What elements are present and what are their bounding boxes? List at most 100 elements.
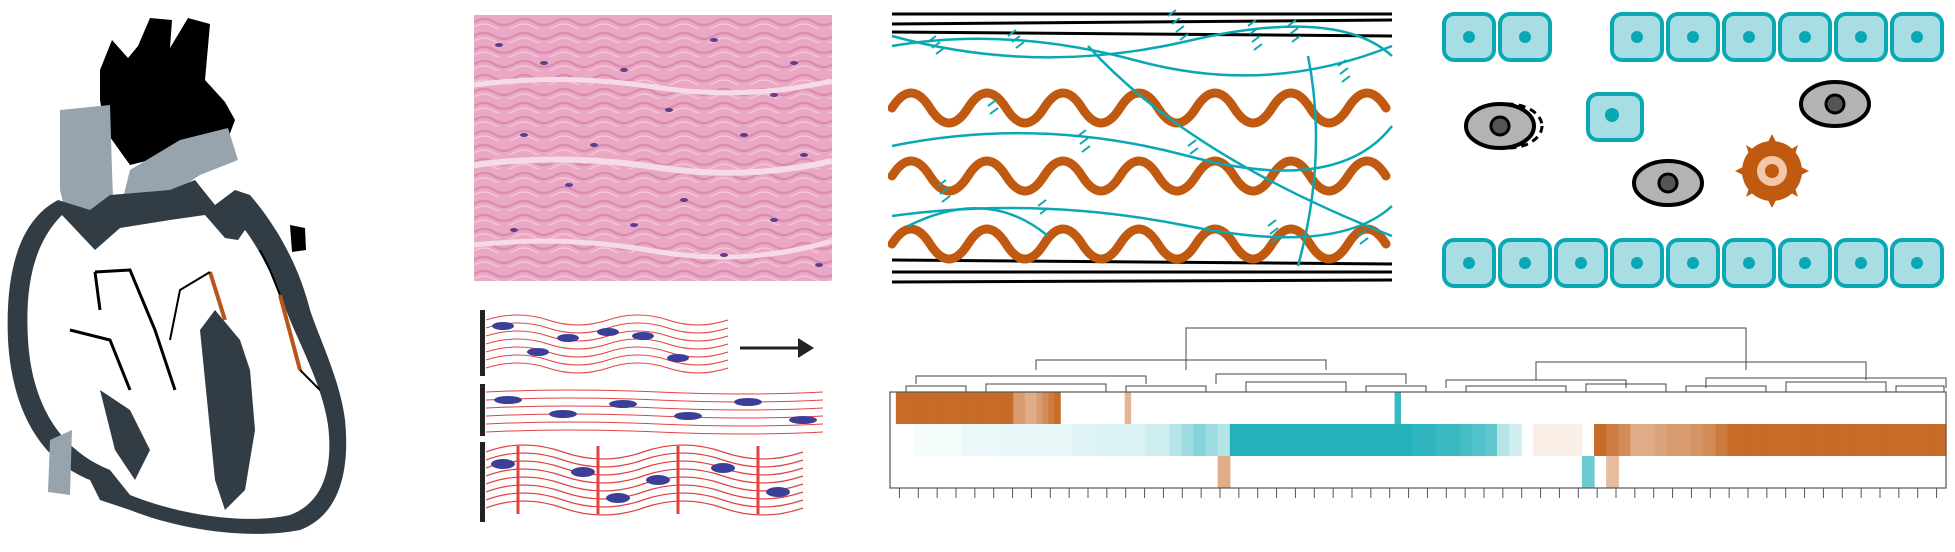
heatmap-cell xyxy=(972,392,979,424)
heatmap-cell xyxy=(925,392,932,424)
heatmap-cell xyxy=(1739,424,1753,456)
heatmap-cell xyxy=(1024,392,1032,424)
superior-vena-cava xyxy=(48,430,72,495)
endothelial-layer-bottom xyxy=(1442,238,1944,288)
elastin-fibers-top xyxy=(891,12,1393,38)
heatmap-cell xyxy=(966,392,973,424)
heatmap-cell xyxy=(1375,424,1389,456)
heatmap-cell xyxy=(1812,424,1826,456)
gag-strands xyxy=(891,25,1393,267)
heatmap-cell xyxy=(1921,424,1935,456)
histology-nuclei xyxy=(495,38,823,267)
clamp-bar-middle xyxy=(480,384,485,436)
heatmap-cell xyxy=(1618,424,1632,456)
heatmap-cell xyxy=(1594,424,1607,456)
heatmap-cell xyxy=(1054,392,1061,424)
heatmap-cell xyxy=(1326,424,1340,456)
heatmap-cell xyxy=(1013,392,1020,424)
interstitial-cell-migrating xyxy=(1464,102,1544,150)
fibers-crimped xyxy=(485,314,729,374)
heatmap-cell xyxy=(1290,424,1304,456)
heatmap-cell xyxy=(1642,424,1656,456)
heatmap-cell xyxy=(962,424,976,456)
heatmap-cell xyxy=(1581,456,1595,488)
heatmap-cell xyxy=(1042,392,1049,424)
heatmap-cell xyxy=(1048,392,1055,424)
activated-myofibroblast xyxy=(1735,134,1809,208)
heatmap-cell xyxy=(1169,424,1182,456)
heatmap-cell xyxy=(974,424,988,456)
heatmap-cell xyxy=(1569,424,1583,456)
heatmap-cell xyxy=(931,392,938,424)
heatmap-cell xyxy=(936,392,944,424)
heatmap-cell xyxy=(1763,424,1777,456)
heatmap-cell xyxy=(1339,424,1352,456)
clustered-heatmap xyxy=(886,320,1950,550)
heatmap-cell xyxy=(1363,424,1377,456)
heatmap-cell xyxy=(950,424,964,456)
clamp-bar-bottom xyxy=(480,442,485,522)
heatmap-cell xyxy=(1217,424,1231,456)
endothelial-cell-transitioning xyxy=(1586,92,1644,142)
heatmap-cell xyxy=(895,392,903,424)
heatmap-cell xyxy=(1007,392,1014,424)
heatmap-cell xyxy=(1788,424,1801,456)
tricuspid-valve xyxy=(69,268,177,391)
heatmap-cell xyxy=(1836,424,1850,456)
heatmap-cell xyxy=(1691,424,1704,456)
elastin-fibers-bottom xyxy=(891,258,1393,284)
fiber-svg xyxy=(480,310,824,522)
heatmap-cell xyxy=(1278,424,1292,456)
heatmap-cell xyxy=(1606,456,1619,488)
heatmap-cell xyxy=(1084,424,1097,456)
interstitial-cell-quiescent-1 xyxy=(1799,80,1871,128)
heatmap-cell xyxy=(1484,424,1498,456)
heatmap-cell xyxy=(1242,424,1255,456)
valve-cell-schematic xyxy=(1440,8,1952,288)
heatmap-cell xyxy=(983,392,991,424)
interstitial-cell-quiescent-2 xyxy=(1632,159,1704,207)
heatmap-cell xyxy=(919,392,926,424)
left-atrial-appendage xyxy=(290,225,306,252)
heatmap-cell xyxy=(1897,424,1911,456)
heatmap-cell xyxy=(1411,424,1425,456)
heatmap-cell xyxy=(1205,424,1219,456)
heatmap-cell xyxy=(1036,392,1044,424)
heatmap-cell xyxy=(1387,424,1401,456)
heatmap-cell xyxy=(1266,424,1280,456)
heatmap-cell xyxy=(1861,424,1874,456)
heatmap-cell xyxy=(1394,392,1401,424)
crimp-markers xyxy=(516,446,760,514)
heatmap-cell xyxy=(1314,424,1328,456)
dendrogram xyxy=(905,327,1947,392)
heatmap-cell xyxy=(1023,424,1037,456)
heatmap-cell xyxy=(1096,424,1110,456)
heatmap-cell xyxy=(1715,424,1729,456)
heatmap-cell xyxy=(1509,424,1522,456)
heatmap-cell xyxy=(1181,424,1195,456)
heatmap-cell xyxy=(1302,424,1316,456)
heatmap-cell xyxy=(948,392,956,424)
histology-svg xyxy=(474,15,832,281)
heatmap-svg xyxy=(889,327,1947,498)
heatmap-cell xyxy=(1909,424,1923,456)
nuclei-crimped xyxy=(492,322,689,362)
heatmap-cell xyxy=(1030,392,1038,424)
heatmap-cell xyxy=(1217,456,1231,488)
heatmap-cell xyxy=(1727,424,1741,456)
stretch-arrow-head xyxy=(798,338,814,358)
heatmap-cell xyxy=(954,392,961,424)
heatmap-cell xyxy=(1124,392,1132,424)
heatmap-cell xyxy=(1011,424,1025,456)
heatmap-cell xyxy=(999,424,1012,456)
heatmap-cell xyxy=(1229,424,1243,456)
heatmap-cell xyxy=(1108,424,1122,456)
heatmap-cell xyxy=(1800,424,1814,456)
histology-tissue xyxy=(474,15,832,281)
heatmap-cell xyxy=(1557,424,1571,456)
fiber-crimp-diagram xyxy=(478,306,838,524)
heatmap-cell xyxy=(1424,424,1437,456)
histology-light-band xyxy=(474,156,832,176)
heatmap-cell xyxy=(938,424,952,456)
endothelial-layer-top xyxy=(1442,12,1944,62)
